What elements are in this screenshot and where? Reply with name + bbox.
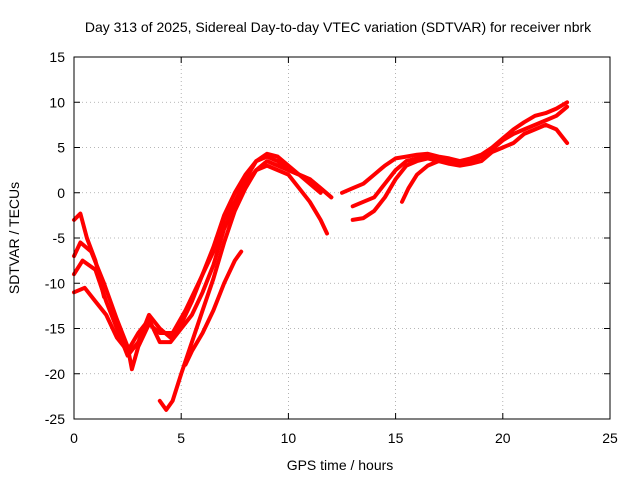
y-tick-label: 0 [57,185,65,201]
series-line-7 [340,100,570,195]
series-line-2 [72,154,323,358]
y-tick-label: 5 [57,140,65,156]
grid [74,57,610,419]
x-axis-label: GPS time / hours [287,457,394,473]
y-tick-label: -25 [45,411,65,427]
x-tick-label: 5 [177,430,185,446]
y-tick-label: -15 [45,321,65,337]
y-tick-label: -10 [45,275,65,291]
axis-ticks: 0 5 10 15 20 25 -25 -20 -15 -10 -5 0 5 10 15 [45,49,618,446]
series-group [72,100,570,412]
y-axis-label: SDTVAR / TECUs [6,182,22,294]
x-tick-label: 10 [281,430,297,446]
series-line-8 [350,104,570,209]
x-tick-label: 15 [388,430,404,446]
series-line-5 [183,249,244,367]
x-tick-label: 20 [495,430,511,446]
x-tick-label: 0 [70,430,78,446]
series-line-4 [157,159,334,412]
series-line-3 [72,163,329,354]
x-tick-label: 25 [602,430,618,446]
series-line-1 [72,151,334,372]
series-line-9 [350,122,570,222]
chart-title: Day 313 of 2025, Sidereal Day-to-day VTE… [85,19,592,35]
series-line-6 [72,211,106,299]
series-line-10 [400,159,462,204]
y-tick-label: -5 [53,230,66,246]
y-tick-label: 15 [49,49,65,65]
y-tick-label: -20 [45,366,65,382]
y-tick-label: 10 [49,94,65,110]
